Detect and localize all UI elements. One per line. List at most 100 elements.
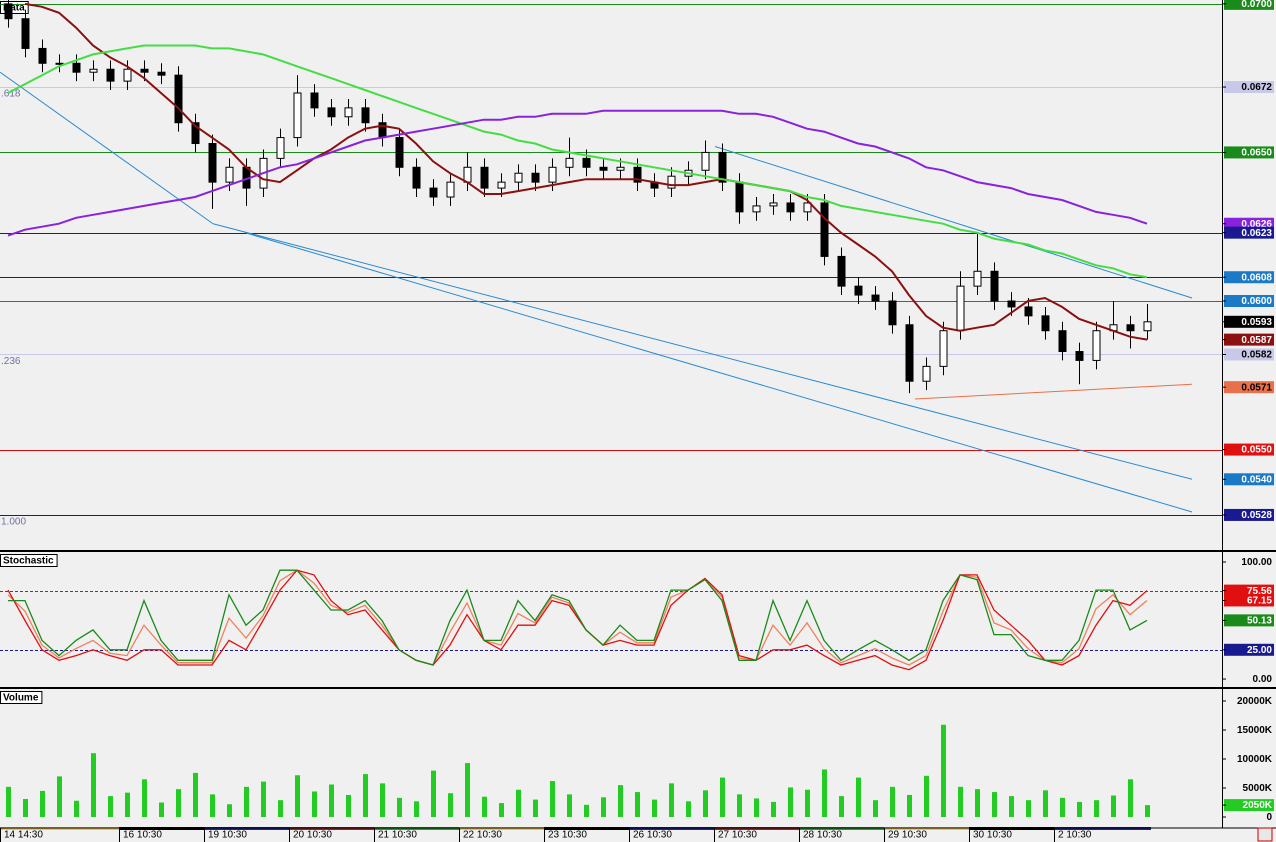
x-tick-label: 19 10:30: [208, 830, 247, 841]
y-tick-label: 0.0700: [1241, 0, 1272, 10]
candle-body: [446, 181, 455, 198]
series-line: [24, 2, 1148, 341]
volume-bar: [227, 804, 232, 817]
series-line: [7, 109, 1148, 237]
candle-body: [106, 68, 115, 82]
candle-body: [701, 151, 710, 171]
volume-bar: [1128, 779, 1133, 817]
volume-bar: [1145, 805, 1150, 817]
candle-body: [276, 137, 285, 159]
volume-bar: [890, 786, 895, 817]
axis-tag: [1224, 643, 1274, 656]
fib-label: .618: [1, 89, 21, 100]
volume-bar: [686, 801, 691, 817]
fib-label: 1.000: [1, 517, 26, 528]
y-tick-label: 0.0650: [1241, 148, 1272, 159]
pane-title: Volume: [3, 693, 39, 704]
candle-body: [89, 68, 98, 73]
candle-body: [599, 166, 608, 171]
volume-bar: [856, 777, 861, 817]
volume-bar: [261, 781, 266, 817]
volume-bar: [720, 777, 725, 817]
volume-bar: [567, 794, 572, 817]
candle-body: [412, 166, 421, 189]
x-tick-label: 29 10:30: [888, 830, 927, 841]
volume-bar: [669, 783, 674, 817]
candle-body: [480, 166, 489, 189]
volume-bar: [363, 774, 368, 817]
axis-tag: [1224, 443, 1274, 456]
volume-bar: [618, 785, 623, 817]
volume-bar: [329, 784, 334, 817]
candle-body: [837, 255, 846, 287]
volume-bar: [40, 790, 45, 817]
candle-body: [157, 71, 166, 76]
volume-bar: [652, 799, 657, 817]
axis-tag: [1224, 348, 1274, 361]
y-tick-label: 25.00: [1247, 645, 1272, 656]
pane-title-box: [0, 691, 43, 704]
volume-bar: [601, 797, 606, 817]
volume-bar: [1060, 797, 1065, 817]
x-tick-label: 30 10:30: [973, 830, 1012, 841]
volume-bar: [108, 796, 113, 817]
corner-button[interactable]: [1257, 827, 1273, 842]
candle-body: [21, 18, 30, 49]
x-tick-label: 22 10:30: [463, 830, 502, 841]
y-tick-label: 0.0540: [1241, 474, 1272, 485]
x-tick-label: 21 10:30: [378, 830, 417, 841]
y-tick-label: 0.0626: [1241, 219, 1272, 230]
x-tick-label: 2 10:30: [1058, 830, 1092, 841]
candle-body: [293, 92, 302, 139]
candle-body: [1092, 330, 1101, 361]
series-line: [7, 44, 1148, 279]
axis-tag: [1224, 294, 1274, 307]
axis-tag: [1224, 226, 1274, 239]
volume-bar: [380, 783, 385, 817]
x-tick-label: 20 10:30: [293, 830, 332, 841]
candle-body: [1075, 351, 1084, 361]
volume-bar: [312, 791, 317, 817]
x-tick-label: 26 10:30: [633, 830, 672, 841]
y-tick-label: 0.0582: [1241, 350, 1272, 361]
x-tick-label: 16 10:30: [123, 830, 162, 841]
volume-bar: [91, 753, 96, 817]
candle-body: [616, 166, 625, 171]
pane-title-box: [0, 554, 58, 567]
volume-bar: [1009, 796, 1014, 817]
volume-bar: [125, 792, 130, 817]
axis-tag: [1224, 333, 1274, 346]
volume-bar: [1026, 800, 1031, 817]
volume-bar: [516, 789, 521, 817]
volume-bar: [635, 792, 640, 817]
axis-tag: [1224, 381, 1274, 394]
y-tick-label: 0.0593: [1241, 317, 1272, 328]
candle-body: [1126, 324, 1135, 332]
fib-label: .236: [1, 356, 21, 367]
y-tick-label: 0.0528: [1241, 510, 1272, 521]
pane: 14 14:30 16 10:30 19 10:30 20 10:30 21 10:30…: [0, 724, 1151, 842]
volume-bar: [482, 796, 487, 817]
candle-body: [871, 294, 880, 302]
volume-bar: [584, 804, 589, 817]
candle-body: [310, 92, 319, 109]
y-tick-label: 0.0587: [1241, 335, 1272, 346]
y-tick-label: 15000K: [1237, 725, 1273, 736]
volume-bar: [176, 789, 181, 817]
volume-bar: [346, 794, 351, 817]
candle-body: [735, 181, 744, 213]
volume-bar: [822, 769, 827, 817]
candle-body: [769, 202, 778, 207]
volume-bar: [210, 794, 215, 817]
candle-body: [514, 172, 523, 183]
volume-bar: [907, 794, 912, 817]
volume-bar: [1094, 800, 1099, 817]
candle-body: [803, 202, 812, 213]
volume-bar: [244, 786, 249, 817]
candle-body: [1041, 315, 1050, 332]
volume-bar: [958, 786, 963, 817]
volume-bar: [788, 787, 793, 817]
volume-bar: [754, 798, 759, 817]
